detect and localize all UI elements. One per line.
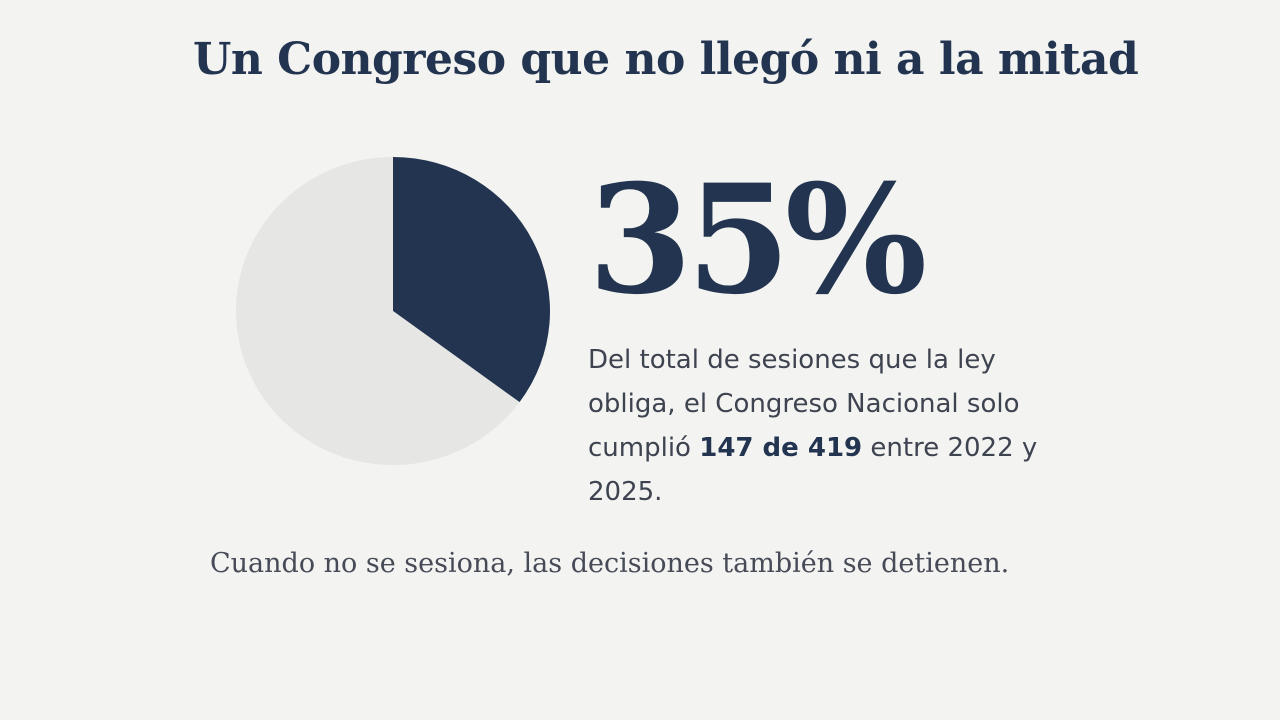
description-text: Del total de sesiones que la ley obliga,… xyxy=(588,338,1088,514)
footer-tagline: Cuando no se sesiona, las decisiones tam… xyxy=(210,548,1010,579)
description-highlight: 147 de 419 xyxy=(699,433,863,463)
pie-slice-completed xyxy=(393,157,550,403)
percent-figure: 35% xyxy=(588,152,927,328)
pie-chart xyxy=(236,157,550,465)
description-part-1: Del total de sesiones que la ley obliga,… xyxy=(588,345,1020,463)
description-part-2: entre 2022 y 2025. xyxy=(588,433,1038,507)
pie-slice-remaining xyxy=(236,157,520,465)
page-title: Un Congreso que no llegó ni a la mitad xyxy=(193,34,1139,85)
